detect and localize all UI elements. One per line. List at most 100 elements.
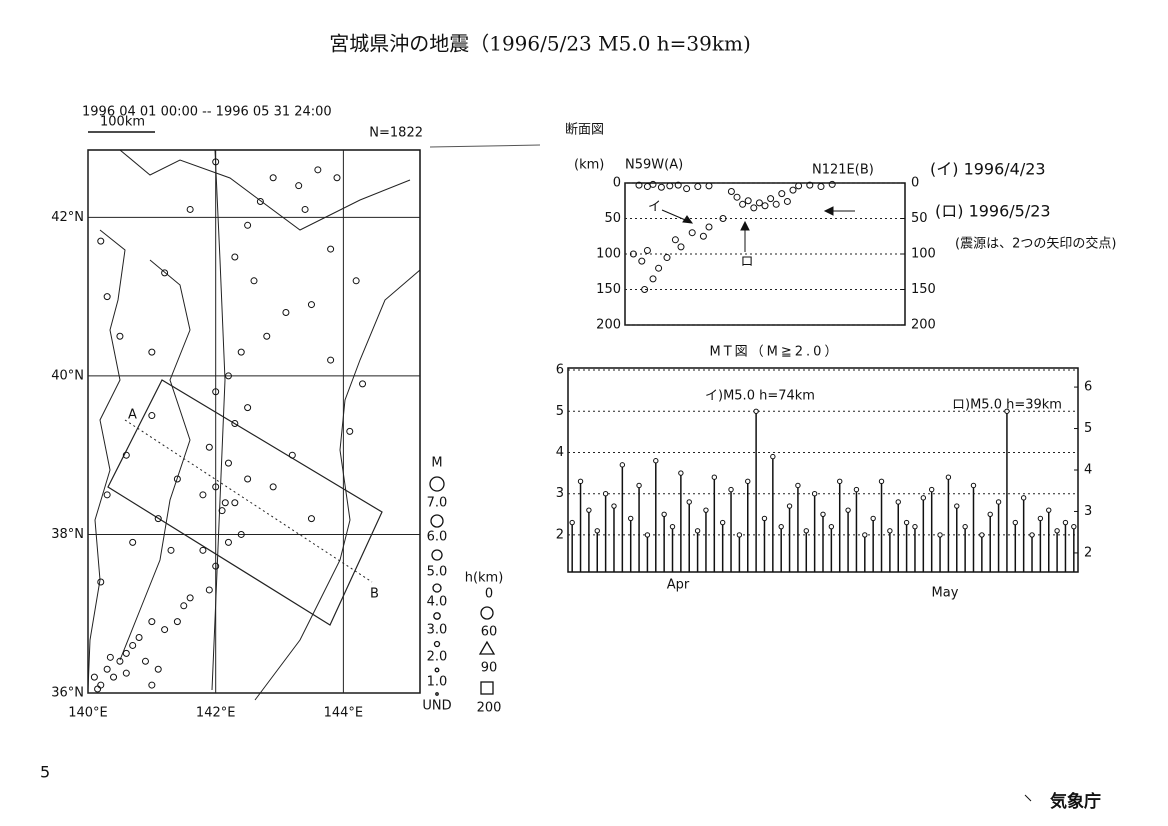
data-point [638,257,646,265]
data-point [94,685,102,693]
annotation: ロ)M5.0 h=39km [952,398,1062,413]
data-point [327,356,335,364]
legend-magnitude: 7.0 [427,496,448,511]
data-point [288,451,296,459]
stem-head [870,515,876,522]
stem-head [970,482,977,489]
data-point [250,277,258,285]
x-tick-label: 140°E [68,706,108,721]
stem-head [611,503,617,509]
stem-head [577,478,584,485]
data-point [103,491,111,499]
y2-tick-label: 0 [911,176,919,191]
data-point [806,181,814,189]
data-point [663,254,671,262]
stem-head [945,474,952,480]
y2-tick-label: 5 [1084,421,1092,436]
legend-magnitude: 1.0 [427,675,448,690]
data-point [244,475,252,483]
stem-head [995,499,1002,505]
stem-head [719,519,726,526]
data-point [161,269,169,277]
data-point [733,193,741,201]
stem-head [828,523,835,530]
data-point [110,673,118,681]
stem-head [602,490,609,497]
data-point [97,681,105,689]
data-point [705,182,713,190]
data-point [129,538,137,546]
annotation: イ)M5.0 h=74km [705,389,815,404]
stem-head [703,507,709,513]
count-label: N=1822 [369,126,423,141]
data-point [116,657,124,665]
data-point [263,332,271,340]
y2-tick-label: 150 [911,282,936,297]
data-point [333,174,341,182]
stem-head [661,511,667,518]
data-point [727,188,735,196]
stem-head [862,532,868,538]
x-category: May [932,586,959,601]
stem-head [1004,408,1010,414]
stem-head [653,458,659,464]
y-tick-label: 50 [604,211,621,226]
data-point [212,562,220,570]
data-point [244,221,252,229]
y-tick-label: 38°N [51,527,84,542]
data-point [828,180,836,188]
stem-head [1037,515,1044,522]
x-tick-label: 142°E [196,706,236,721]
data-point [744,197,752,205]
data-point [161,626,169,634]
data-point [173,475,181,483]
data-point [212,483,220,491]
data-point [173,618,181,626]
unit-label: (km) [574,158,604,173]
y-tick-label: 3 [556,486,564,501]
data-point [103,665,111,673]
data-point [767,195,775,203]
stem-head [820,511,826,518]
data-point [657,183,665,191]
arrow-label: ロ [740,255,753,270]
data-point [135,634,143,642]
data-point [817,183,825,191]
y2-tick-label: 6 [1084,380,1092,395]
y2-tick-label: 3 [1084,504,1092,519]
data-point [629,250,637,258]
data-point [103,293,111,301]
y2-tick-label: 4 [1084,463,1092,478]
footer-mark [1024,794,1032,802]
section-title: 断面図 [565,123,604,138]
stem-head [669,523,676,530]
stem-head [728,486,734,493]
data-point [97,578,105,586]
data-point [352,277,360,285]
y2-tick-label: 200 [911,318,936,333]
y2-tick-label: 2 [1084,545,1092,560]
stem-head [1071,523,1077,530]
period: 1996 04 01 00:00 -- 1996 05 31 24:00 [82,105,332,120]
data-point [649,180,657,188]
end-label: N121E(B) [812,163,874,178]
data-point [719,215,727,222]
data-point [282,309,290,317]
stem-head [920,495,927,501]
stem-head [644,532,651,538]
data-point [129,641,137,649]
data-point [186,205,194,213]
stem-head [845,507,851,513]
data-point [683,185,691,193]
data-point [97,237,105,245]
data-point [643,183,651,191]
x-category: Apr [667,578,690,593]
x-tick-label: 144°E [324,706,364,721]
stem-head [1012,519,1018,526]
stem-head [686,499,692,505]
plot-frame [87,149,421,694]
data-point [789,186,797,194]
data-point [237,530,245,538]
section-box [107,379,383,626]
stem-head [1020,495,1027,501]
